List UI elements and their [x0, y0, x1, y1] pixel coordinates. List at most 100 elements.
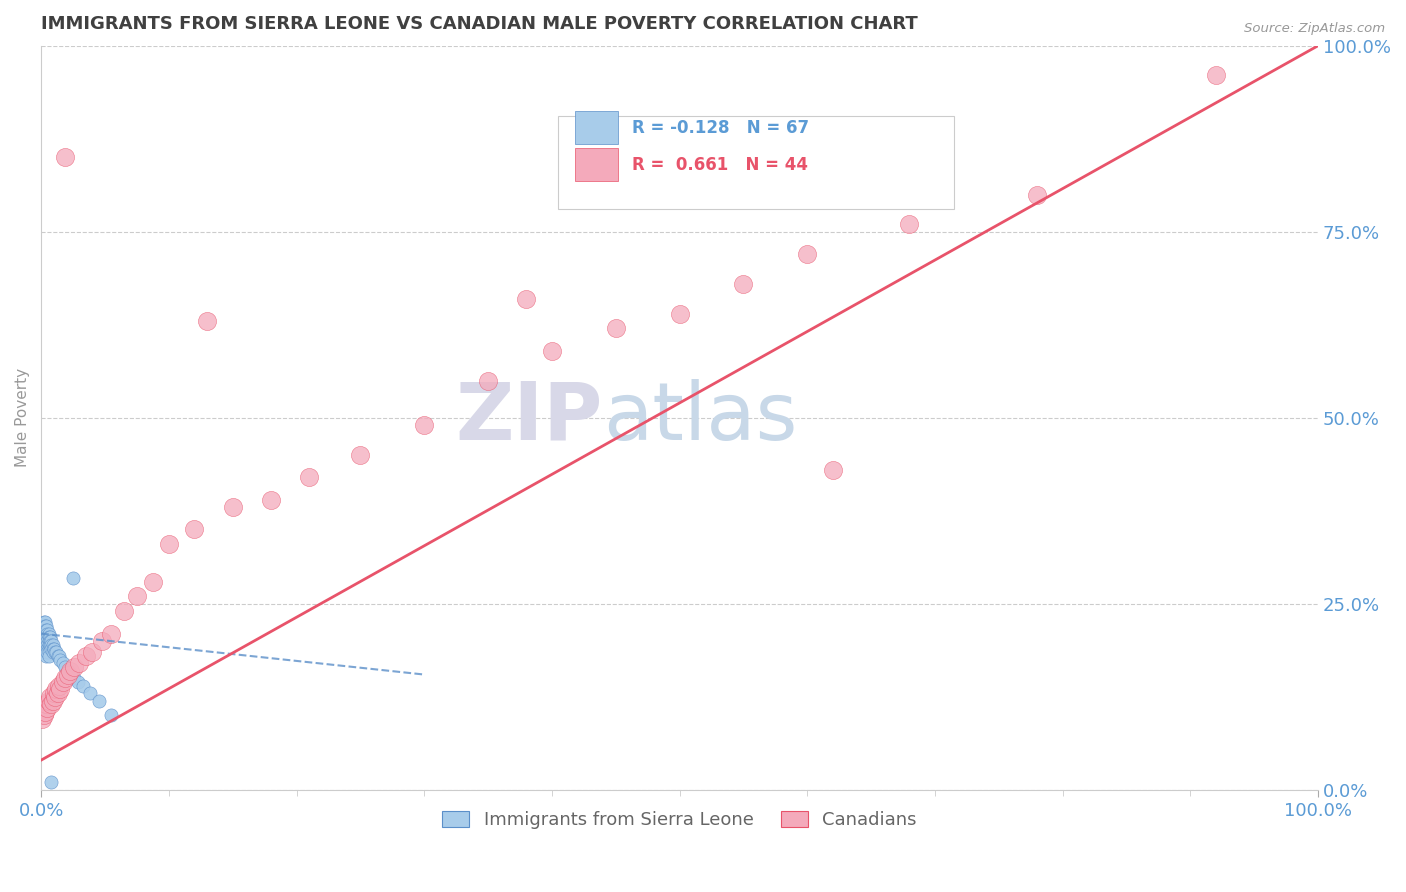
Point [260, 492, 283, 507]
Point [53, 150, 76, 164]
Point [41, 645, 63, 659]
Point [41, 698, 63, 712]
Point [49, 653, 72, 667]
Text: atlas: atlas [603, 379, 797, 457]
Point [157, 537, 180, 551]
Point [38, 645, 60, 659]
Point [34, 634, 56, 648]
Point [31, 634, 53, 648]
Point [53, 671, 76, 685]
Point [38, 631, 60, 645]
Point [112, 604, 135, 618]
Point [48, 679, 70, 693]
Point [34, 619, 56, 633]
Point [59, 667, 82, 681]
Point [605, 321, 627, 335]
Point [183, 523, 205, 537]
Point [35, 645, 58, 659]
Text: ZIP: ZIP [456, 379, 603, 457]
Point [39, 690, 62, 704]
Text: Source: ZipAtlas.com: Source: ZipAtlas.com [1244, 22, 1385, 36]
Point [515, 292, 537, 306]
Point [34, 615, 56, 630]
Point [39, 638, 62, 652]
Point [75, 648, 97, 663]
Point [31, 645, 53, 659]
Point [37, 645, 59, 659]
Point [31, 641, 53, 656]
Point [1026, 187, 1049, 202]
Point [37, 638, 59, 652]
Text: R =  0.661   N = 44: R = 0.661 N = 44 [633, 156, 808, 174]
Point [32, 634, 55, 648]
Point [35, 626, 58, 640]
Point [34, 641, 56, 656]
Point [34, 626, 56, 640]
Point [63, 671, 86, 685]
Point [1205, 69, 1227, 83]
Point [48, 648, 70, 663]
Point [45, 682, 67, 697]
Point [41, 638, 63, 652]
Point [195, 314, 218, 328]
Point [41, 641, 63, 656]
Point [31, 638, 53, 652]
Point [53, 660, 76, 674]
Point [31, 712, 53, 726]
Point [38, 626, 60, 640]
Point [100, 708, 122, 723]
Point [42, 686, 65, 700]
Text: R = -0.128   N = 67: R = -0.128 N = 67 [633, 119, 810, 136]
Point [41, 775, 63, 789]
Point [37, 623, 59, 637]
Point [41, 693, 63, 707]
Point [72, 679, 94, 693]
Point [87, 693, 110, 707]
Point [39, 631, 62, 645]
Point [52, 675, 75, 690]
Point [56, 667, 79, 681]
Y-axis label: Male Poverty: Male Poverty [15, 368, 30, 467]
Point [37, 701, 59, 715]
Point [62, 571, 84, 585]
FancyBboxPatch shape [558, 116, 955, 210]
Point [38, 634, 60, 648]
Point [91, 634, 114, 648]
Point [34, 705, 56, 719]
Point [35, 631, 58, 645]
Text: IMMIGRANTS FROM SIERRA LEONE VS CANADIAN MALE POVERTY CORRELATION CHART: IMMIGRANTS FROM SIERRA LEONE VS CANADIAN… [41, 15, 918, 33]
Point [35, 638, 58, 652]
Point [38, 638, 60, 652]
Point [37, 634, 59, 648]
Point [32, 619, 55, 633]
Point [44, 645, 66, 659]
Point [49, 682, 72, 697]
Point [42, 641, 65, 656]
Point [45, 645, 67, 659]
Point [59, 664, 82, 678]
Point [32, 638, 55, 652]
Point [477, 374, 499, 388]
Point [100, 626, 122, 640]
Point [46, 686, 69, 700]
Point [35, 698, 58, 712]
Point [142, 574, 165, 589]
Point [35, 634, 58, 648]
Point [44, 690, 66, 704]
Point [35, 619, 58, 633]
Point [898, 217, 921, 231]
Point [46, 648, 69, 663]
Point [63, 660, 86, 674]
Point [668, 307, 690, 321]
Point [32, 631, 55, 645]
Point [34, 638, 56, 652]
Point [82, 645, 104, 659]
Point [39, 634, 62, 648]
Point [41, 638, 63, 652]
Point [32, 708, 55, 723]
Point [34, 623, 56, 637]
Point [349, 448, 371, 462]
FancyBboxPatch shape [575, 112, 619, 144]
Point [35, 648, 58, 663]
Point [38, 648, 60, 663]
